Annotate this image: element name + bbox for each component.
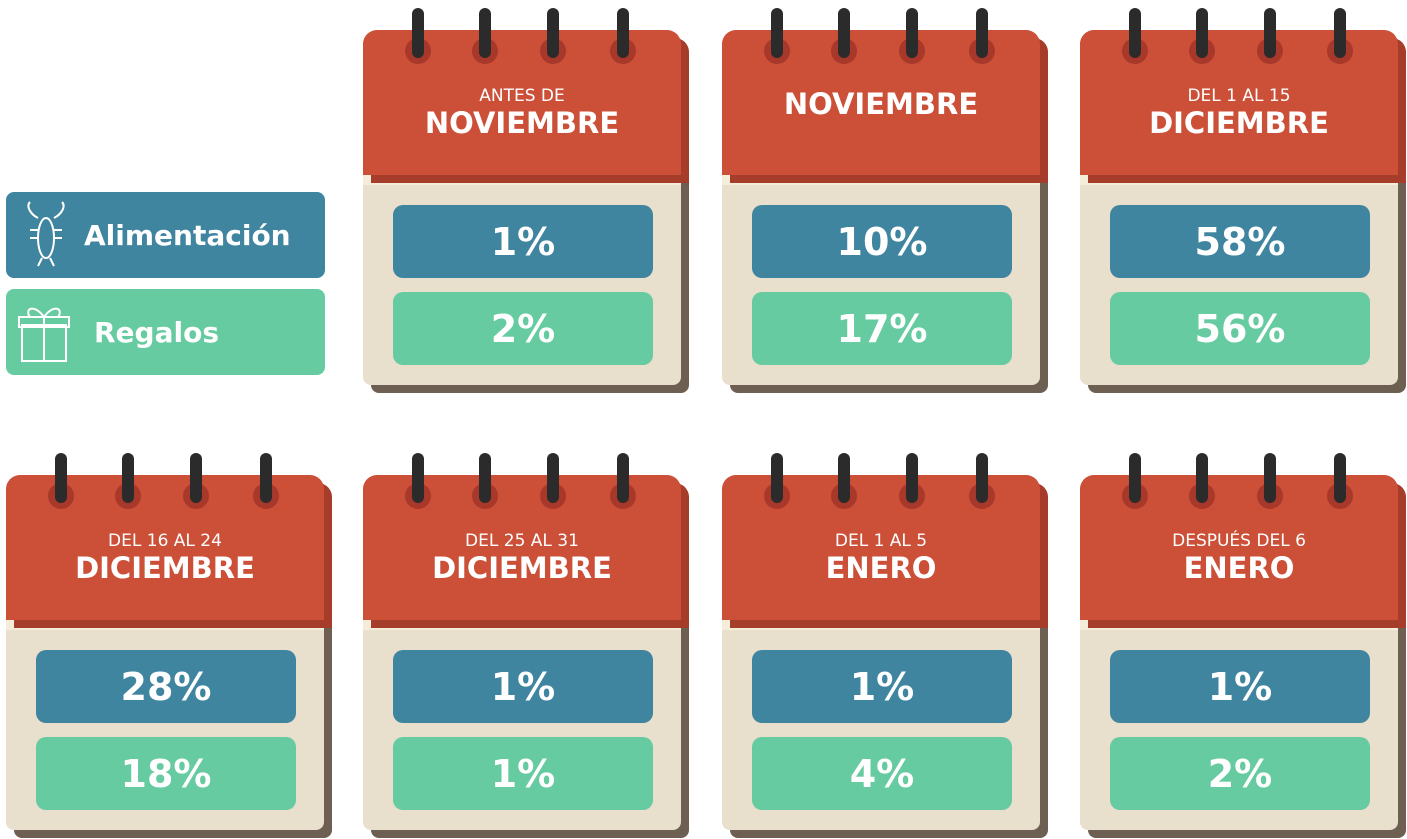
ring-rod [122, 453, 134, 503]
food-value: 10% [752, 205, 1012, 278]
calendar: NOVIEMBRE 10% 17% [722, 30, 1040, 385]
ring-rod [838, 8, 850, 58]
food-value: 1% [752, 650, 1012, 723]
food-value: 58% [1110, 205, 1370, 278]
gifts-value: 56% [1110, 292, 1370, 365]
ring-rod [55, 453, 67, 503]
gifts-value: 4% [752, 737, 1012, 810]
ring-rod [838, 453, 850, 503]
ring-rod [190, 453, 202, 503]
calendar-subtitle: DEL 25 AL 31 [465, 531, 579, 551]
gift-icon [14, 297, 74, 367]
calendar-title: ENERO [826, 551, 937, 585]
ring-rod [906, 8, 918, 58]
ring-rod [771, 453, 783, 503]
ring-rod [1129, 8, 1141, 58]
food-value: 1% [393, 650, 653, 723]
calendar-title: DICIEMBRE [75, 551, 255, 585]
ring-rod [547, 8, 559, 58]
food-value: 1% [393, 205, 653, 278]
ring-rod [412, 8, 424, 58]
legend-label: Regalos [94, 316, 219, 349]
calendar-subtitle: DESPUÉS DEL 6 [1172, 531, 1306, 551]
ring-rod [547, 453, 559, 503]
gifts-value: 18% [36, 737, 296, 810]
food-value: 1% [1110, 650, 1370, 723]
calendar-subtitle: DEL 1 AL 15 [1187, 86, 1290, 106]
food-value: 28% [36, 650, 296, 723]
ring-rod [479, 8, 491, 58]
calendar-title: DICIEMBRE [1149, 106, 1329, 140]
page: Alimentación Regalos ANTES DENOVIEMBRE1%… [0, 0, 1407, 839]
gifts-value: 17% [752, 292, 1012, 365]
ring-rod [771, 8, 783, 58]
gifts-value: 2% [1110, 737, 1370, 810]
legend-label: Alimentación [84, 219, 291, 252]
gifts-value: 2% [393, 292, 653, 365]
ring-rod [906, 453, 918, 503]
legend-gifts: Regalos [6, 289, 325, 375]
calendar-subtitle: DEL 1 AL 5 [835, 531, 927, 551]
ring-rod [1334, 453, 1346, 503]
gifts-value: 1% [393, 737, 653, 810]
calendar-title: NOVIEMBRE [784, 87, 978, 121]
calendar-subtitle: ANTES DE [479, 86, 565, 106]
ring-rod [1264, 8, 1276, 58]
ring-rod [260, 453, 272, 503]
ring-rod [1334, 8, 1346, 58]
ring-rod [412, 453, 424, 503]
ring-rod [617, 8, 629, 58]
ring-rod [1264, 453, 1276, 503]
ring-rod [976, 8, 988, 58]
legend-food: Alimentación [6, 192, 325, 278]
calendar-subtitle: DEL 16 AL 24 [108, 531, 222, 551]
ring-rod [976, 453, 988, 503]
calendar-title: DICIEMBRE [432, 551, 612, 585]
ring-rod [479, 453, 491, 503]
ring-rod [1196, 453, 1208, 503]
calendar-title: ENERO [1184, 551, 1295, 585]
ring-rod [1129, 453, 1141, 503]
lobster-icon [16, 200, 76, 270]
calendar-title: NOVIEMBRE [425, 106, 619, 140]
ring-rod [1196, 8, 1208, 58]
ring-rod [617, 453, 629, 503]
